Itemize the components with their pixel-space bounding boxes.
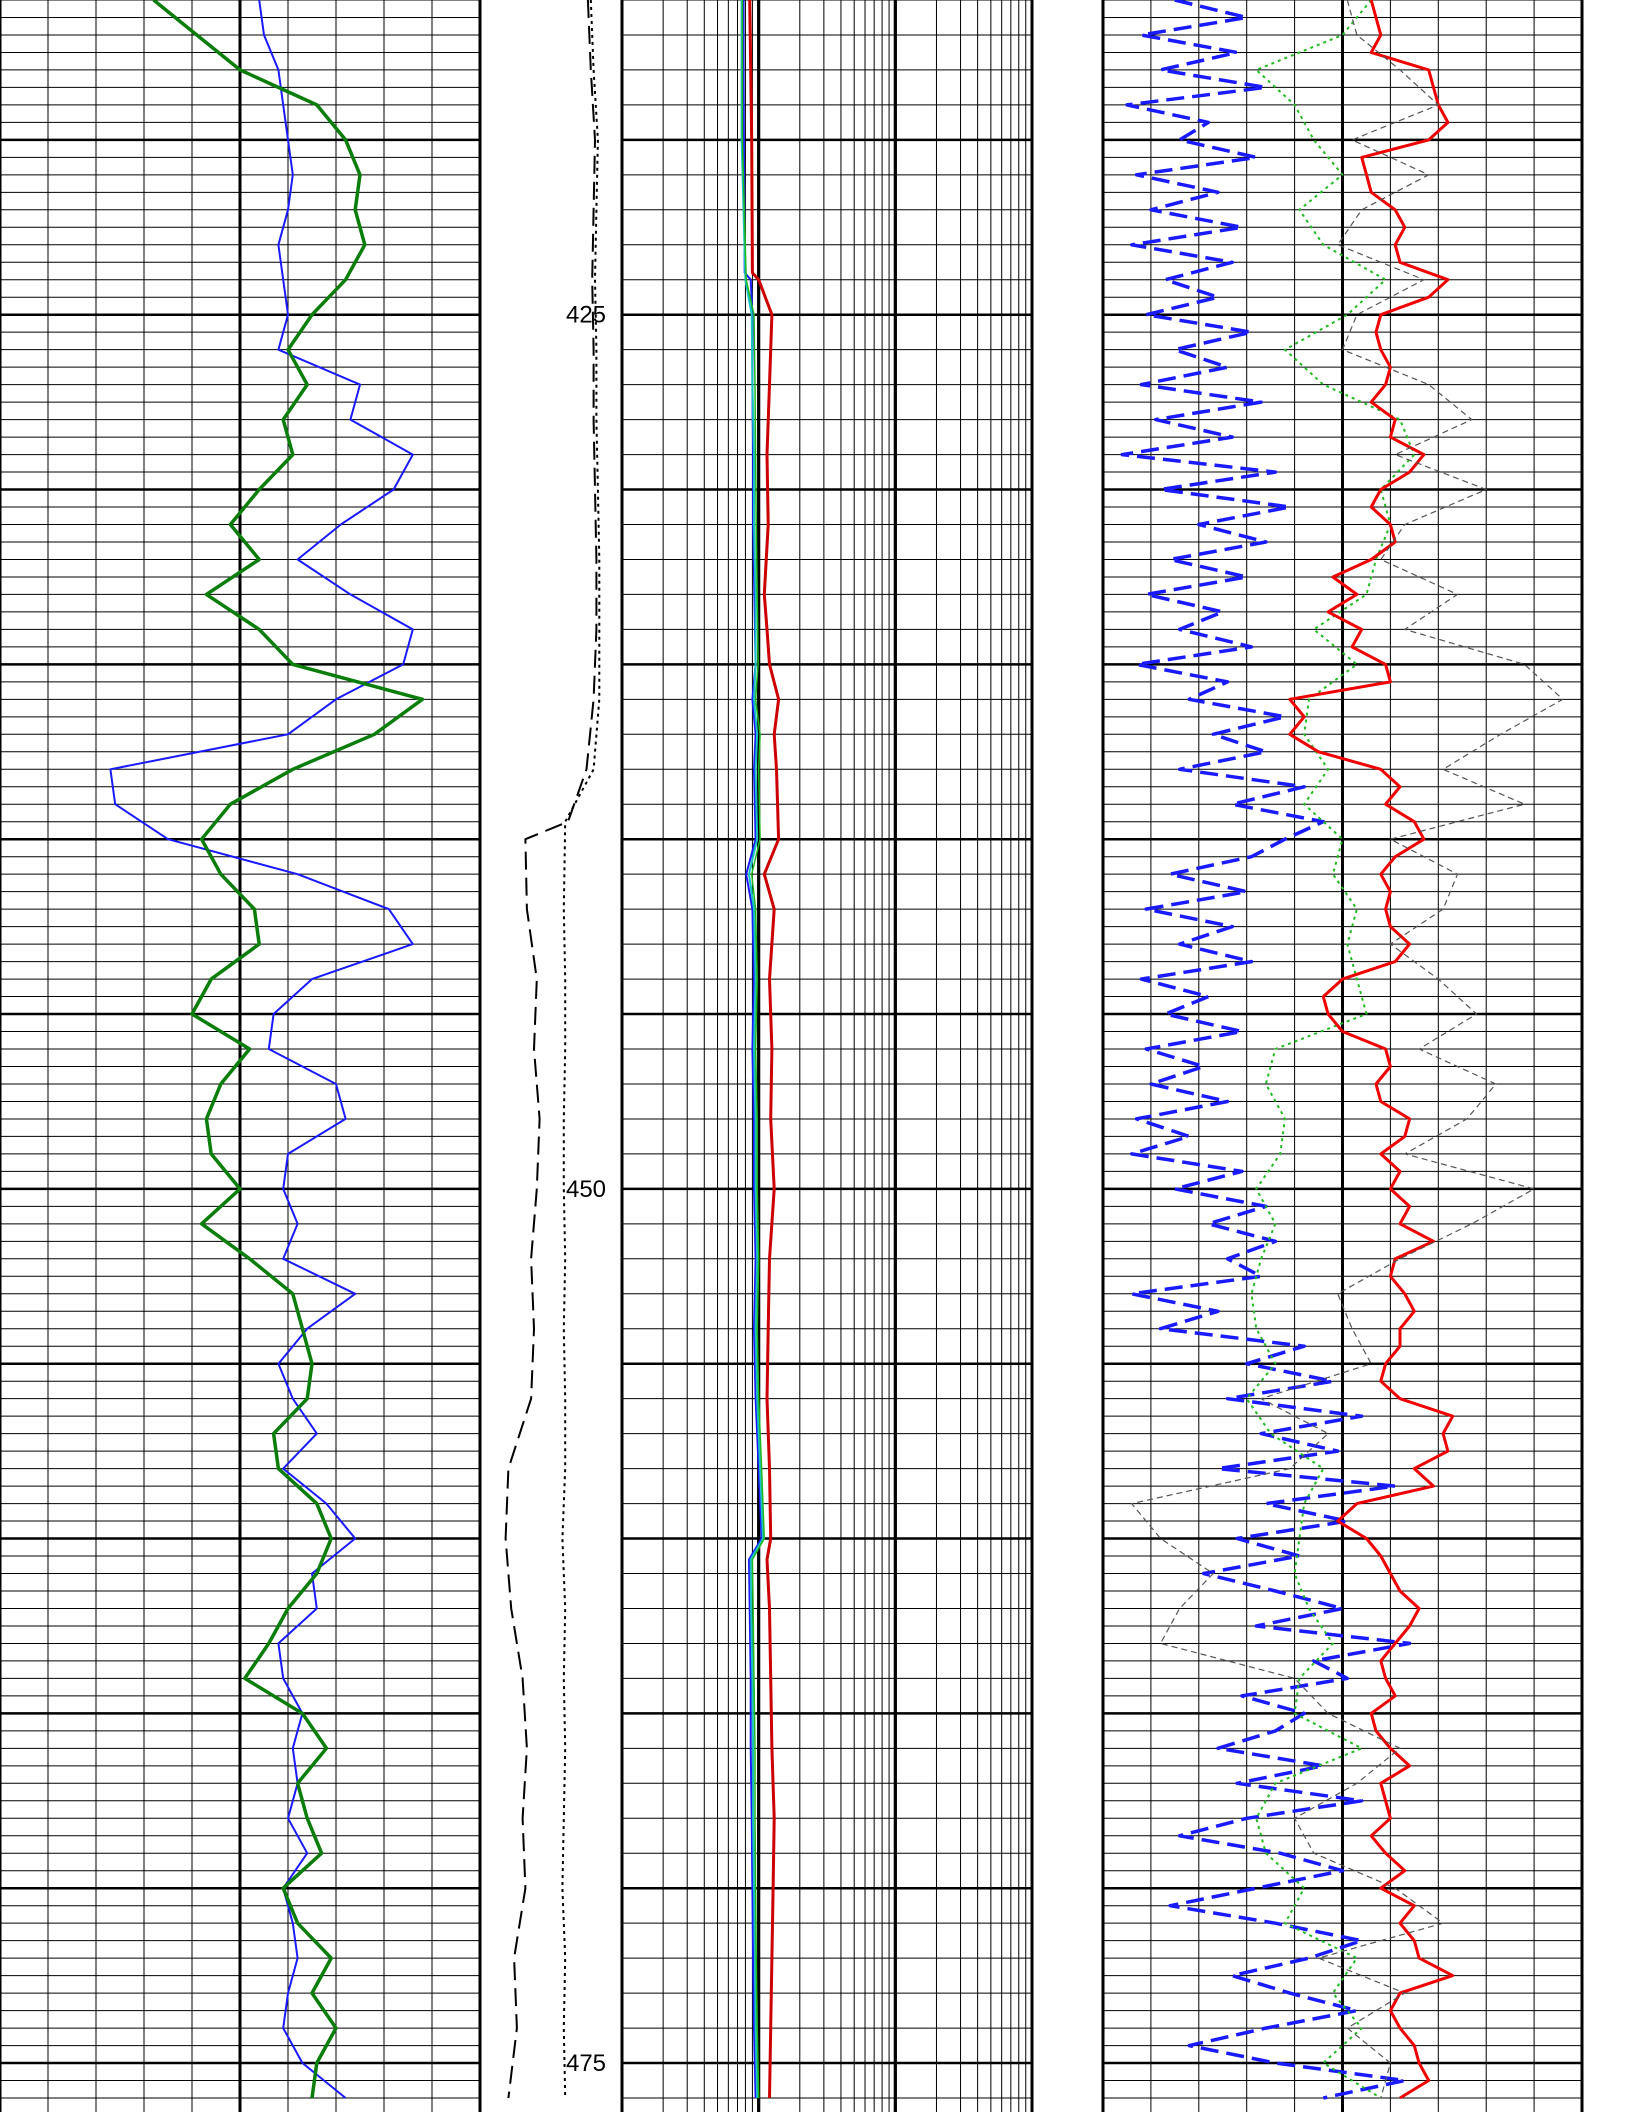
- log-curve-track3-series4: [748, 0, 781, 2099]
- log-curve-track2-series2: [504, 0, 598, 2099]
- log-curve-track3-series2: [740, 0, 764, 2099]
- log-curve-track4-series1: [1120, 0, 1412, 2100]
- curve-layer: [109, 0, 1564, 2100]
- depth-label: 425: [566, 302, 606, 329]
- depth-label-layer: 425 450 475: [566, 302, 606, 2077]
- log-curve-track1-series1: [109, 0, 414, 2099]
- log-curve-track1-series2: [152, 0, 425, 2099]
- log-curve-track4-series2: [1245, 0, 1416, 2099]
- log-curve-track4-series4: [1131, 0, 1564, 2099]
- depth-label: 450: [566, 1176, 606, 1203]
- log-curve-track3-series3: [741, 0, 766, 2099]
- log-curve-track4-series3: [1288, 0, 1455, 2100]
- grid-layer: [0, 0, 1584, 2112]
- depth-label: 475: [566, 2050, 606, 2077]
